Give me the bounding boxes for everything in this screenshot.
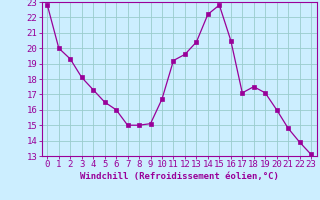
- X-axis label: Windchill (Refroidissement éolien,°C): Windchill (Refroidissement éolien,°C): [80, 172, 279, 181]
